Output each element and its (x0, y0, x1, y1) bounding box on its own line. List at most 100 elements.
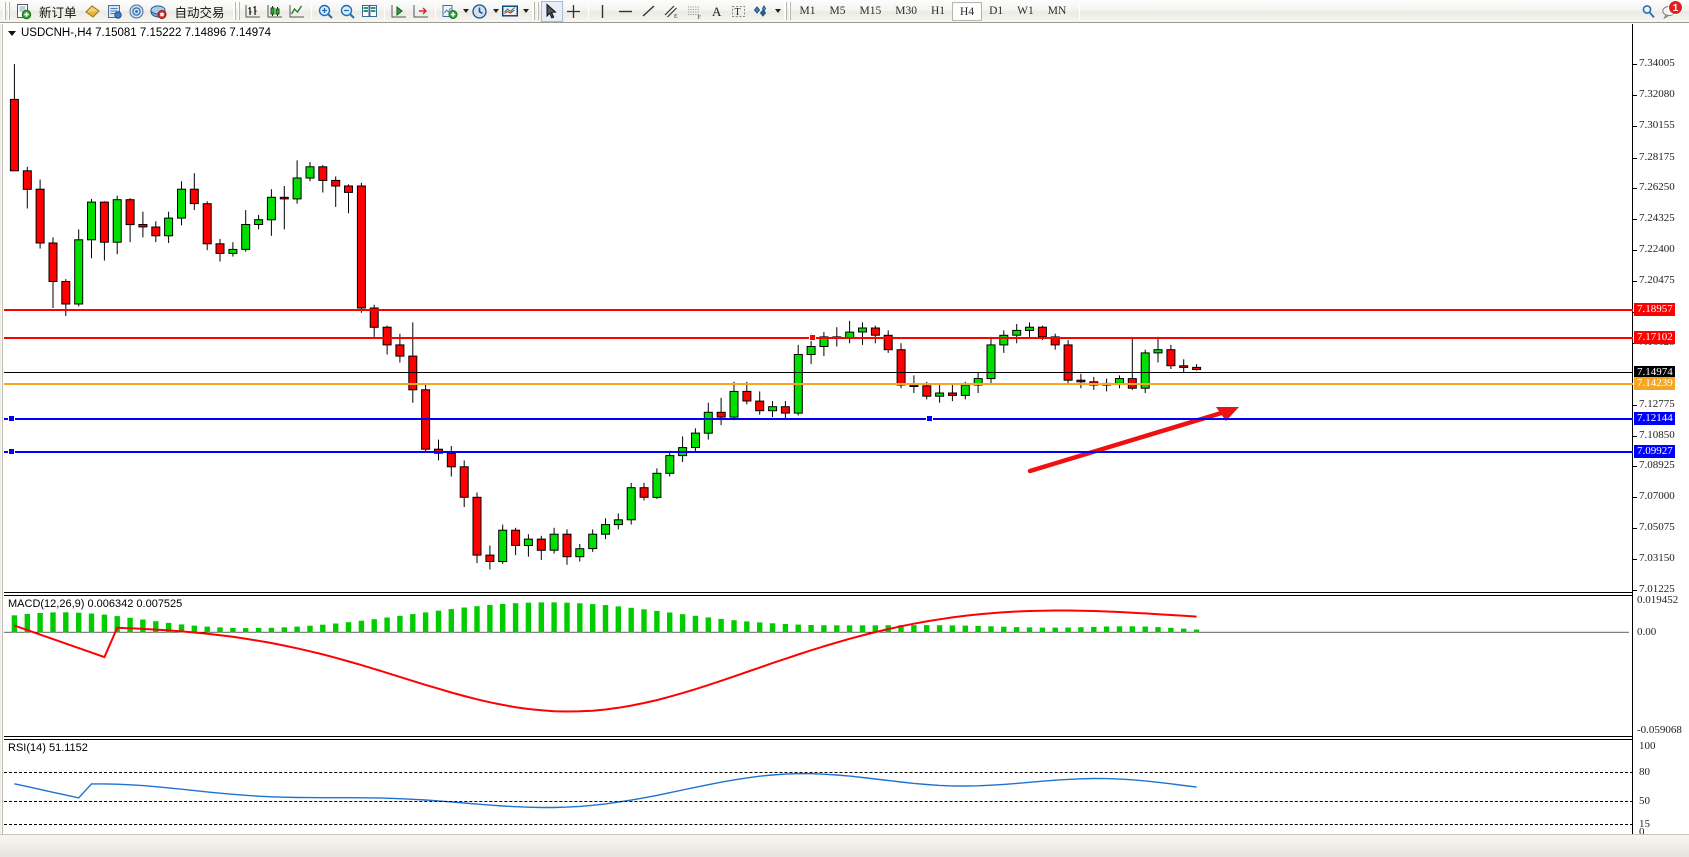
price-tick: 7.30155 (1639, 119, 1675, 131)
price-line-handle (926, 415, 933, 422)
rsi-tick: 100 (1639, 740, 1656, 752)
chevron-down-icon[interactable] (8, 30, 16, 36)
trendline-icon[interactable] (637, 1, 660, 22)
autotrading-icon[interactable] (148, 1, 170, 22)
chart-container[interactable]: USDCNH-,H4 7.15081 7.15222 7.14896 7.149… (0, 23, 1689, 857)
timeframe-m15[interactable]: M15 (859, 4, 882, 17)
price-tag-support-2[interactable]: 7.09927 (1634, 445, 1675, 458)
new-order-icon[interactable] (12, 1, 34, 22)
price-tag-current-price[interactable]: 7.14974 (1634, 366, 1675, 379)
price-tick: 7.08925 (1639, 459, 1675, 471)
price-tick: 7.01225 (1639, 583, 1675, 595)
rsi-pane-top (4, 739, 1633, 740)
navigator-icon[interactable] (126, 1, 148, 22)
periods-dropdown-arrow[interactable] (492, 9, 499, 13)
drawing-tools-grip[interactable] (531, 2, 539, 20)
equidistant-channel-icon[interactable]: E (660, 1, 683, 22)
timeframe-h1[interactable]: H1 (930, 4, 946, 17)
price-tag-resistance-1[interactable]: 7.17102 (1634, 331, 1675, 344)
price-line-handle (809, 334, 816, 341)
price-line-handle (8, 415, 15, 422)
price-tick: 7.24325 (1639, 212, 1675, 224)
horizontal-line-icon[interactable] (614, 1, 637, 22)
shapes-icon[interactable] (750, 1, 773, 22)
price-tick: 7.22400 (1639, 243, 1675, 255)
svg-text:E: E (674, 14, 678, 20)
alerts-badge: 1 (1668, 0, 1683, 15)
svg-text:T: T (735, 7, 741, 18)
price-line-current (4, 372, 1633, 373)
svg-text:F: F (697, 15, 701, 20)
price-tick: 7.28175 (1639, 151, 1675, 163)
price-line-support-2[interactable] (4, 448, 1633, 455)
price-line-support-1[interactable] (4, 415, 1633, 422)
timeframe-m30[interactable]: M30 (895, 4, 917, 17)
price-line-resistance-1[interactable] (4, 334, 1633, 341)
price-tag-resistance-2[interactable]: 7.18957 (1634, 303, 1675, 316)
timeframe-m1[interactable]: M1 (799, 4, 816, 17)
price-tag-support-1[interactable]: 7.12144 (1634, 412, 1675, 425)
price-line-handle (8, 448, 15, 455)
line-chart-icon[interactable] (286, 1, 308, 22)
candlestick-chart-icon[interactable] (264, 1, 286, 22)
templates-icon[interactable] (499, 1, 521, 22)
text-icon[interactable]: A (706, 1, 728, 22)
svg-text:A: A (712, 4, 722, 19)
text-label-icon[interactable]: T (728, 1, 750, 22)
price-tick: 7.10850 (1639, 429, 1675, 441)
zoom-in-icon[interactable] (315, 1, 337, 22)
expert-advisor-icon[interactable] (82, 1, 104, 22)
price-tick: 7.03150 (1639, 552, 1675, 564)
price-tag-pivot-level[interactable]: 7.14239 (1634, 377, 1675, 390)
macd-label: MACD(12,26,9) 0.006342 0.007525 (8, 598, 183, 610)
autotrading-label[interactable]: 自动交易 (174, 5, 225, 20)
price-plot (4, 64, 1629, 809)
templates-dropdown-arrow[interactable] (522, 9, 529, 13)
price-axis-line (1632, 24, 1633, 836)
price-tick: 7.12775 (1639, 398, 1675, 410)
macd-pane-top (4, 595, 1633, 596)
timeframe-h4[interactable]: H4 (952, 1, 983, 21)
macd-pane-divider (4, 592, 1633, 593)
crosshair-icon[interactable] (563, 1, 585, 22)
timeframe-w1[interactable]: W1 (1017, 4, 1034, 17)
cursor-icon[interactable] (540, 0, 563, 22)
price-tick: 7.20475 (1639, 274, 1675, 286)
bullish-arrow (1027, 407, 1239, 474)
indicators-icon[interactable] (439, 1, 461, 22)
shapes-dropdown-arrow[interactable] (774, 9, 781, 13)
timeframe-mn[interactable]: MN (1047, 4, 1067, 17)
main-toolbar: 新订单 (0, 0, 1689, 23)
tile-windows-icon[interactable] (359, 1, 381, 22)
data-window-icon[interactable] (104, 1, 126, 22)
rsi-tick: 0 (1639, 826, 1645, 838)
shift-end-icon[interactable] (388, 1, 410, 22)
timeframe-grip[interactable] (783, 2, 791, 20)
indicators-dropdown-arrow[interactable] (462, 9, 469, 13)
timeframe-d1[interactable]: D1 (989, 4, 1004, 17)
zoom-out-icon[interactable] (337, 1, 359, 22)
price-tick: 7.07000 (1639, 490, 1675, 502)
macd-tick: -0.059068 (1637, 724, 1682, 736)
timeframe-m5[interactable]: M5 (829, 4, 846, 17)
price-line-resistance-2[interactable] (4, 309, 1633, 311)
symbol-ohlc-text: USDCNH-,H4 7.15081 7.15222 7.14896 7.149… (21, 27, 271, 39)
auto-scroll-icon[interactable] (410, 1, 432, 22)
chart-type-grip[interactable] (232, 2, 240, 20)
rsi-pane-divider (4, 736, 1633, 737)
symbol-quote-header: USDCNH-,H4 7.15081 7.15222 7.14896 7.149… (8, 27, 271, 39)
macd-tick: 0.00 (1637, 626, 1657, 638)
vertical-line-icon[interactable] (592, 1, 614, 22)
price-tick: 7.05075 (1639, 521, 1675, 533)
bar-chart-icon[interactable] (242, 1, 264, 22)
price-line-pivot[interactable] (4, 383, 1633, 385)
search-icon[interactable] (1637, 1, 1659, 22)
periods-icon[interactable] (469, 1, 491, 22)
new-order-label[interactable]: 新订单 (39, 5, 77, 20)
price-tick: 7.26250 (1639, 181, 1675, 193)
fibonacci-icon[interactable]: F (683, 1, 706, 22)
alerts-icon[interactable]: 1 (1659, 0, 1683, 22)
toolbar-grip[interactable] (3, 2, 10, 20)
rsi-tick: 80 (1639, 766, 1650, 778)
rsi-tick: 50 (1639, 795, 1650, 807)
